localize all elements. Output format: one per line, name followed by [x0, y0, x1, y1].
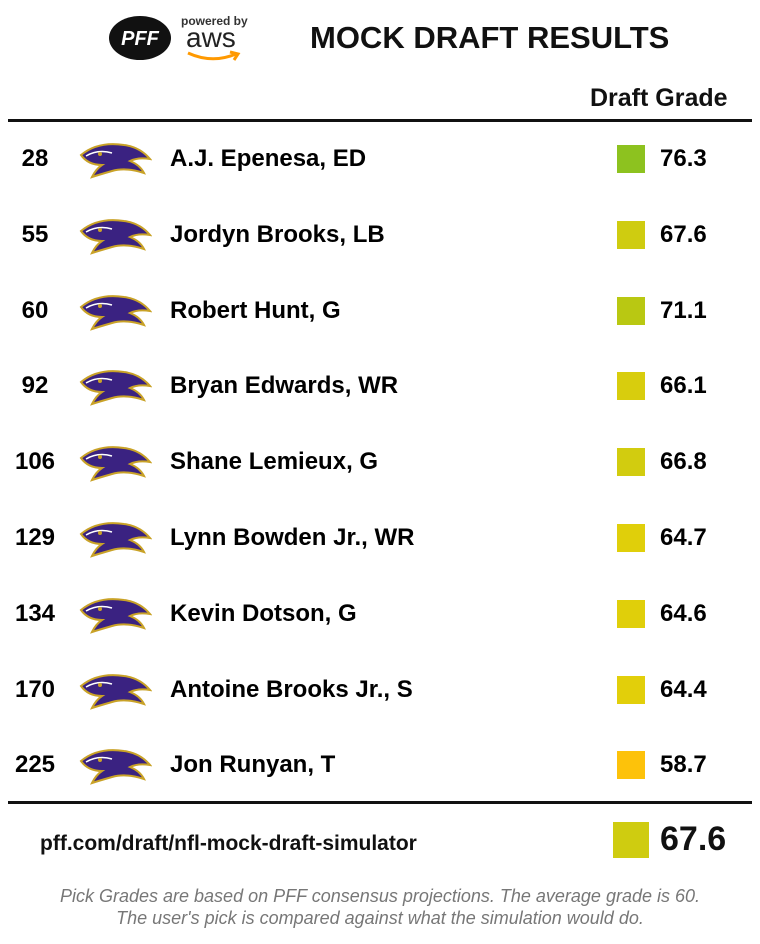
pick-number: 92: [21, 372, 49, 400]
table-row: 92 Bryan Edwards, WR 66.1: [0, 366, 760, 407]
team-logo: [79, 294, 152, 331]
grade-value: 66.1: [660, 372, 707, 400]
grade-swatch: [617, 524, 645, 552]
note: Pick Grades are based on PFF consensus p…: [0, 885, 760, 929]
table-row: 55 Jordyn Brooks, LB 67.6: [0, 215, 760, 255]
note-line: Pick Grades are based on PFF consensus p…: [59, 886, 701, 906]
column-header: Draft Grade: [590, 84, 728, 112]
pick-number: 55: [21, 220, 49, 248]
team-logo: [79, 597, 152, 634]
pick-number: 106: [14, 448, 56, 476]
grade-swatch: [617, 296, 645, 325]
grade-swatch: [617, 599, 645, 628]
logo-text: PFF: [121, 28, 160, 50]
logo-shape: [109, 16, 171, 60]
pick-number: 225: [14, 751, 56, 779]
player-name: Bryan Edwards, WR: [170, 372, 399, 400]
overall-grade: 67.6: [660, 820, 727, 858]
grade-swatch: [617, 372, 645, 401]
title: MOCK DRAFT RESULTS: [310, 20, 670, 55]
grade-swatch: [617, 448, 645, 477]
team-logo: [79, 370, 152, 407]
grade-value: 71.1: [660, 296, 707, 324]
pick-number: 170: [14, 675, 56, 703]
rule: [8, 801, 752, 804]
table-row: 106 Shane Lemieux, G 66.8: [0, 442, 760, 482]
team-logo: [79, 749, 152, 786]
grade-value: 76.3: [660, 145, 707, 172]
note-line: The user's pick is compared against what…: [116, 908, 644, 928]
table-row: 129 Lynn Bowden Jr., WR 64.7: [0, 518, 760, 558]
player-name: Jordyn Brooks, LB: [170, 220, 385, 248]
grade-value: 66.8: [660, 448, 707, 476]
table-row: 170 Antoine Brooks Jr., S 64.4: [0, 670, 760, 710]
table-row: 134 Kevin Dotson, G 64.6: [0, 594, 760, 634]
player-name: Lynn Bowden Jr., WR: [170, 524, 415, 551]
grade-value: 58.7: [660, 751, 707, 779]
grade-swatch: [617, 675, 645, 704]
team-logo: [79, 446, 152, 482]
player-name: Shane Lemieux, G: [170, 448, 379, 476]
url: pff.com/draft/nfl-mock-draft-simulator: [40, 832, 417, 855]
grade-value: 64.7: [660, 524, 707, 551]
team-logo: [79, 522, 152, 558]
player-name: A.J. Epenesa, ED: [170, 145, 367, 172]
team-logo: [79, 218, 152, 255]
player-name: Robert Hunt, G: [170, 296, 341, 324]
table-row: 225 Jon Runyan, T 58.7: [0, 745, 760, 786]
rule: [8, 119, 752, 122]
overall-swatch: [613, 822, 649, 858]
powered-by: powered by: [181, 14, 248, 28]
grade-swatch: [617, 145, 645, 173]
table-row: 28 A.J. Epenesa, ED 76.3: [0, 139, 760, 179]
team-logo: [79, 143, 152, 179]
aws-smile: [187, 50, 241, 61]
pff-logo: PFF: [109, 16, 171, 60]
team-logo: [79, 673, 152, 710]
grade-value: 64.6: [660, 599, 707, 627]
aws-logo: aws: [186, 22, 236, 53]
pick-number: 129: [14, 524, 56, 551]
grade-value: 64.4: [660, 675, 707, 703]
player-name: Antoine Brooks Jr., S: [170, 675, 413, 703]
player-name: Jon Runyan, T: [170, 751, 336, 779]
player-name: Kevin Dotson, G: [170, 599, 357, 627]
pick-number: 28: [21, 145, 49, 172]
grade-swatch: [617, 751, 645, 780]
grade-swatch: [617, 220, 645, 249]
pick-number: 134: [14, 599, 56, 627]
pick-number: 60: [21, 296, 49, 324]
table-row: 60 Robert Hunt, G 71.1: [0, 291, 760, 331]
grade-value: 67.6: [660, 220, 707, 248]
